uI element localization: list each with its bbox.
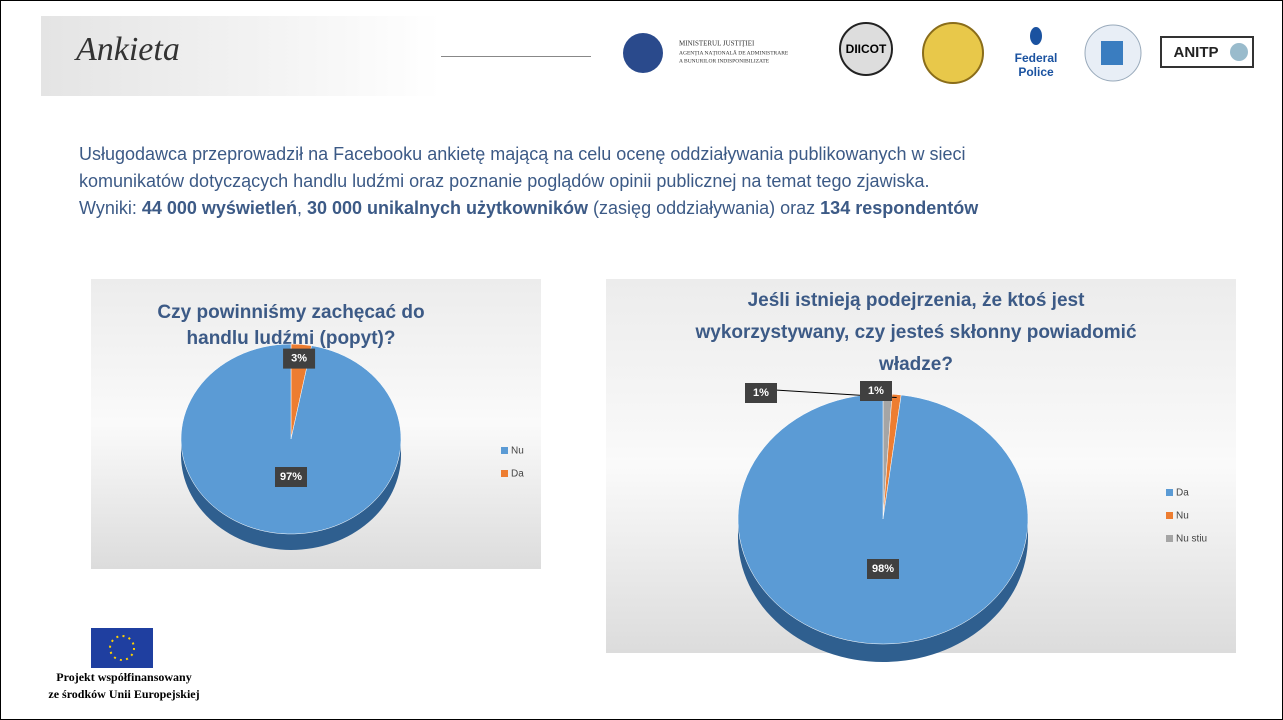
legend-swatch (501, 447, 508, 454)
value-label: 97% (280, 471, 302, 483)
legend-label: Da (1176, 488, 1189, 499)
chart-title: wykorzystywany, czy jesteś skłonny powia… (694, 322, 1136, 343)
logo (1230, 43, 1248, 61)
logo (839, 22, 893, 76)
logo-text: A BUNURILOR INDISPONIBILIZATE (679, 58, 770, 64)
chart-title: Czy powinniśmy zachęcać do (157, 302, 424, 323)
intro-run: , (296, 198, 307, 218)
value-label-box (275, 467, 307, 487)
logo (1101, 41, 1123, 65)
chart-title: Jeśli istnieją podejrzenia, że ktoś jest (748, 290, 1086, 311)
legend-swatch (1166, 535, 1173, 542)
intro-run: Wyniki: (79, 198, 142, 218)
legend-label: Nu (1176, 511, 1189, 522)
intro-line: Usługodawca przeprowadził na Facebooku a… (79, 141, 978, 168)
eu-flag (91, 628, 153, 668)
logo-text: Federal (1015, 51, 1058, 65)
value-label-box (860, 381, 892, 401)
slide-title: Ankieta (76, 31, 180, 68)
value-label-box (283, 348, 316, 369)
title-rule (441, 56, 591, 57)
logo-text: DIICOT (846, 42, 887, 56)
value-label-box (745, 383, 777, 403)
pie-slice (737, 393, 1029, 645)
intro: Usługodawca przeprowadził na Facebooku a… (79, 141, 978, 222)
pie-slice (180, 343, 402, 535)
footer: Projekt współfinansowany ze środków Unii… (9, 669, 239, 703)
intro-line: Wyniki: 44 000 wyświetleń, 30 000 unikal… (79, 195, 978, 222)
intro-run: Usługodawca przeprowadził na Facebooku a… (79, 144, 966, 164)
logo (1030, 27, 1042, 45)
legend-label: Nu (511, 446, 524, 457)
chart-title: władze? (878, 354, 953, 375)
intro-run: komunikatów dotyczących handlu ludźmi or… (79, 171, 930, 191)
logo (922, 22, 984, 84)
logo (623, 33, 663, 73)
title-band (41, 16, 441, 96)
logo-text: Police (1018, 65, 1054, 79)
value-label: 3% (291, 353, 307, 365)
value-label-box (867, 559, 899, 579)
legend-label: Nu stiu (1176, 534, 1207, 545)
intro-line: komunikatów dotyczących handlu ludźmi or… (79, 168, 978, 195)
logo-text: MINISTERUL JUSTIȚIEI (679, 40, 755, 48)
footer-line: ze środków Unii Europejskiej (48, 687, 200, 701)
value-label: 1% (868, 385, 884, 397)
value-label: 1% (753, 387, 769, 399)
logo-text: ANITP (1174, 44, 1219, 61)
pie-side (181, 439, 401, 550)
legend-swatch (1166, 512, 1173, 519)
legend-swatch (1166, 489, 1173, 496)
intro-run: 134 respondentów (820, 198, 979, 218)
intro-run: 44 000 wyświetleń (141, 198, 297, 218)
legend-label: Da (511, 469, 524, 480)
intro-run: 30 000 unikalnych użytkowników (306, 198, 589, 218)
logos: MINISTERUL JUSTIȚIEI AGENȚIA NAȚIONALĂ D… (623, 22, 1254, 84)
legend-swatch (501, 470, 508, 477)
intro-run: (zasięg oddziaływania) oraz (588, 198, 821, 218)
eu-stars (109, 635, 135, 661)
chart-title: handlu ludźmi (popyt)? (187, 328, 396, 349)
logo-text: AGENȚIA NAȚIONALĂ DE ADMINISTRARE (679, 48, 789, 56)
value-label: 98% (872, 563, 894, 575)
footer-line: Projekt współfinansowany (56, 670, 192, 684)
